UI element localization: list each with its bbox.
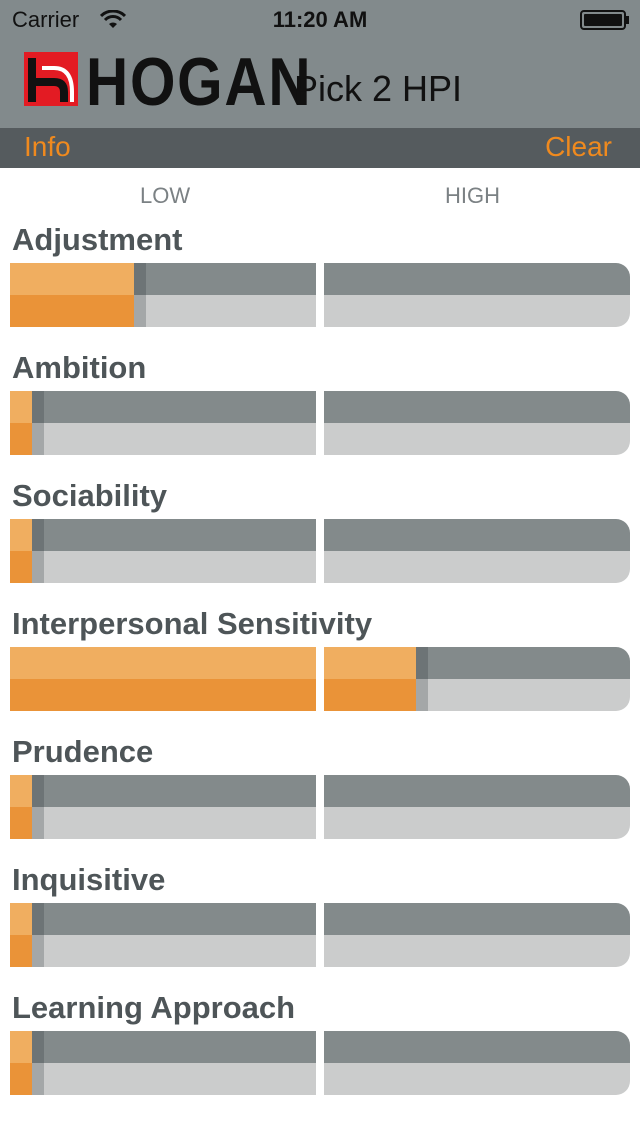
track-band-dark (10, 647, 316, 679)
trait-slider[interactable] (10, 519, 630, 583)
trait-label: Interpersonal Sensitivity (12, 606, 373, 641)
thumb-band-light (32, 935, 44, 967)
track-band-light (10, 423, 316, 455)
track-band-dark (324, 647, 630, 679)
trait-row-learning-approach: Learning Approach (0, 990, 640, 1118)
trait-row-interpersonal-sensitivity: Interpersonal Sensitivity (0, 606, 640, 734)
track-band-dark (324, 1031, 630, 1063)
track-band-dark (324, 775, 630, 807)
track-band-dark (324, 519, 630, 551)
thumb-band-dark (32, 519, 44, 551)
track-band-light (10, 935, 316, 967)
clock-label: 11:20 AM (272, 7, 368, 32)
track-band-light (324, 423, 630, 455)
slider-track-high (324, 775, 630, 839)
slider-thumb[interactable] (32, 391, 44, 455)
wifi-icon (100, 10, 126, 28)
track-band-light (10, 551, 316, 583)
trait-slider[interactable] (10, 647, 630, 711)
slider-track-low (10, 263, 316, 327)
trait-slider[interactable] (10, 263, 630, 327)
scale-high-label: HIGH (445, 183, 500, 208)
track-band-dark (10, 391, 316, 423)
thumb-band-dark (32, 1031, 44, 1063)
track-band-dark (324, 391, 630, 423)
track-band-light (324, 295, 630, 327)
track-band-light (10, 295, 316, 327)
slider-thumb[interactable] (32, 903, 44, 967)
track-band-light (324, 679, 630, 711)
app-header: HOGAN Pick 2 HPI (0, 40, 640, 128)
hogan-logo-icon (24, 52, 78, 106)
trait-label: Ambition (12, 350, 147, 385)
trait-row-inquisitive: Inquisitive (0, 862, 640, 990)
slider-track-low (10, 903, 316, 967)
slider-track-low (10, 647, 316, 711)
track-band-dark (324, 263, 630, 295)
trait-row-adjustment: Adjustment (0, 222, 640, 350)
track-band-dark (10, 519, 316, 551)
trait-slider[interactable] (10, 391, 630, 455)
track-band-light (10, 679, 316, 711)
trait-row-ambition: Ambition (0, 350, 640, 478)
trait-slider[interactable] (10, 1031, 630, 1095)
track-band-dark (10, 263, 316, 295)
clear-button[interactable]: Clear (545, 131, 612, 162)
track-band-dark (10, 775, 316, 807)
trait-label: Adjustment (12, 222, 183, 257)
thumb-band-light (416, 679, 428, 711)
slider-track-high (324, 391, 630, 455)
slider-track-low (10, 391, 316, 455)
slider-track-high (324, 263, 630, 327)
battery-icon (580, 10, 629, 30)
slider-thumb[interactable] (32, 519, 44, 583)
track-band-light (324, 1063, 630, 1095)
slider-thumb[interactable] (134, 263, 146, 327)
track-band-dark (10, 1031, 316, 1063)
toolbar: Info Clear (0, 128, 640, 168)
thumb-band-light (32, 551, 44, 583)
slider-track-low (10, 519, 316, 583)
slider-thumb[interactable] (32, 1031, 44, 1095)
track-band-light (324, 551, 630, 583)
thumb-band-dark (32, 775, 44, 807)
track-band-light (10, 807, 316, 839)
thumb-band-dark (32, 391, 44, 423)
app-title: Pick 2 HPI (294, 68, 463, 109)
thumb-band-light (32, 1063, 44, 1095)
thumb-band-light (32, 807, 44, 839)
track-band-light (324, 807, 630, 839)
thumb-band-light (134, 295, 146, 327)
track-band-dark (10, 903, 316, 935)
trait-label: Inquisitive (12, 862, 166, 897)
hogan-logo-text: HOGAN (86, 44, 313, 120)
thumb-band-light (32, 423, 44, 455)
thumb-band-dark (134, 263, 146, 295)
thumb-band-dark (32, 903, 44, 935)
trait-slider[interactable] (10, 775, 630, 839)
slider-track-high (324, 903, 630, 967)
slider-track-high (324, 647, 630, 711)
trait-label: Learning Approach (12, 990, 296, 1025)
trait-row-sociability: Sociability (0, 478, 640, 606)
trait-row-prudence: Prudence (0, 734, 640, 862)
slider-thumb[interactable] (416, 647, 428, 711)
slider-track-low (10, 1031, 316, 1095)
slider-track-high (324, 519, 630, 583)
slider-thumb[interactable] (32, 775, 44, 839)
slider-track-high (324, 1031, 630, 1095)
trait-label: Prudence (12, 734, 154, 769)
carrier-label: Carrier (12, 7, 80, 32)
trait-label: Sociability (12, 478, 168, 513)
track-band-light (324, 935, 630, 967)
thumb-band-dark (416, 647, 428, 679)
scale-low-label: LOW (140, 183, 191, 208)
track-band-dark (324, 903, 630, 935)
track-band-light (10, 1063, 316, 1095)
status-bar: Carrier 11:20 AM (0, 0, 640, 40)
trait-slider[interactable] (10, 903, 630, 967)
slider-track-low (10, 775, 316, 839)
info-button[interactable]: Info (24, 131, 71, 162)
